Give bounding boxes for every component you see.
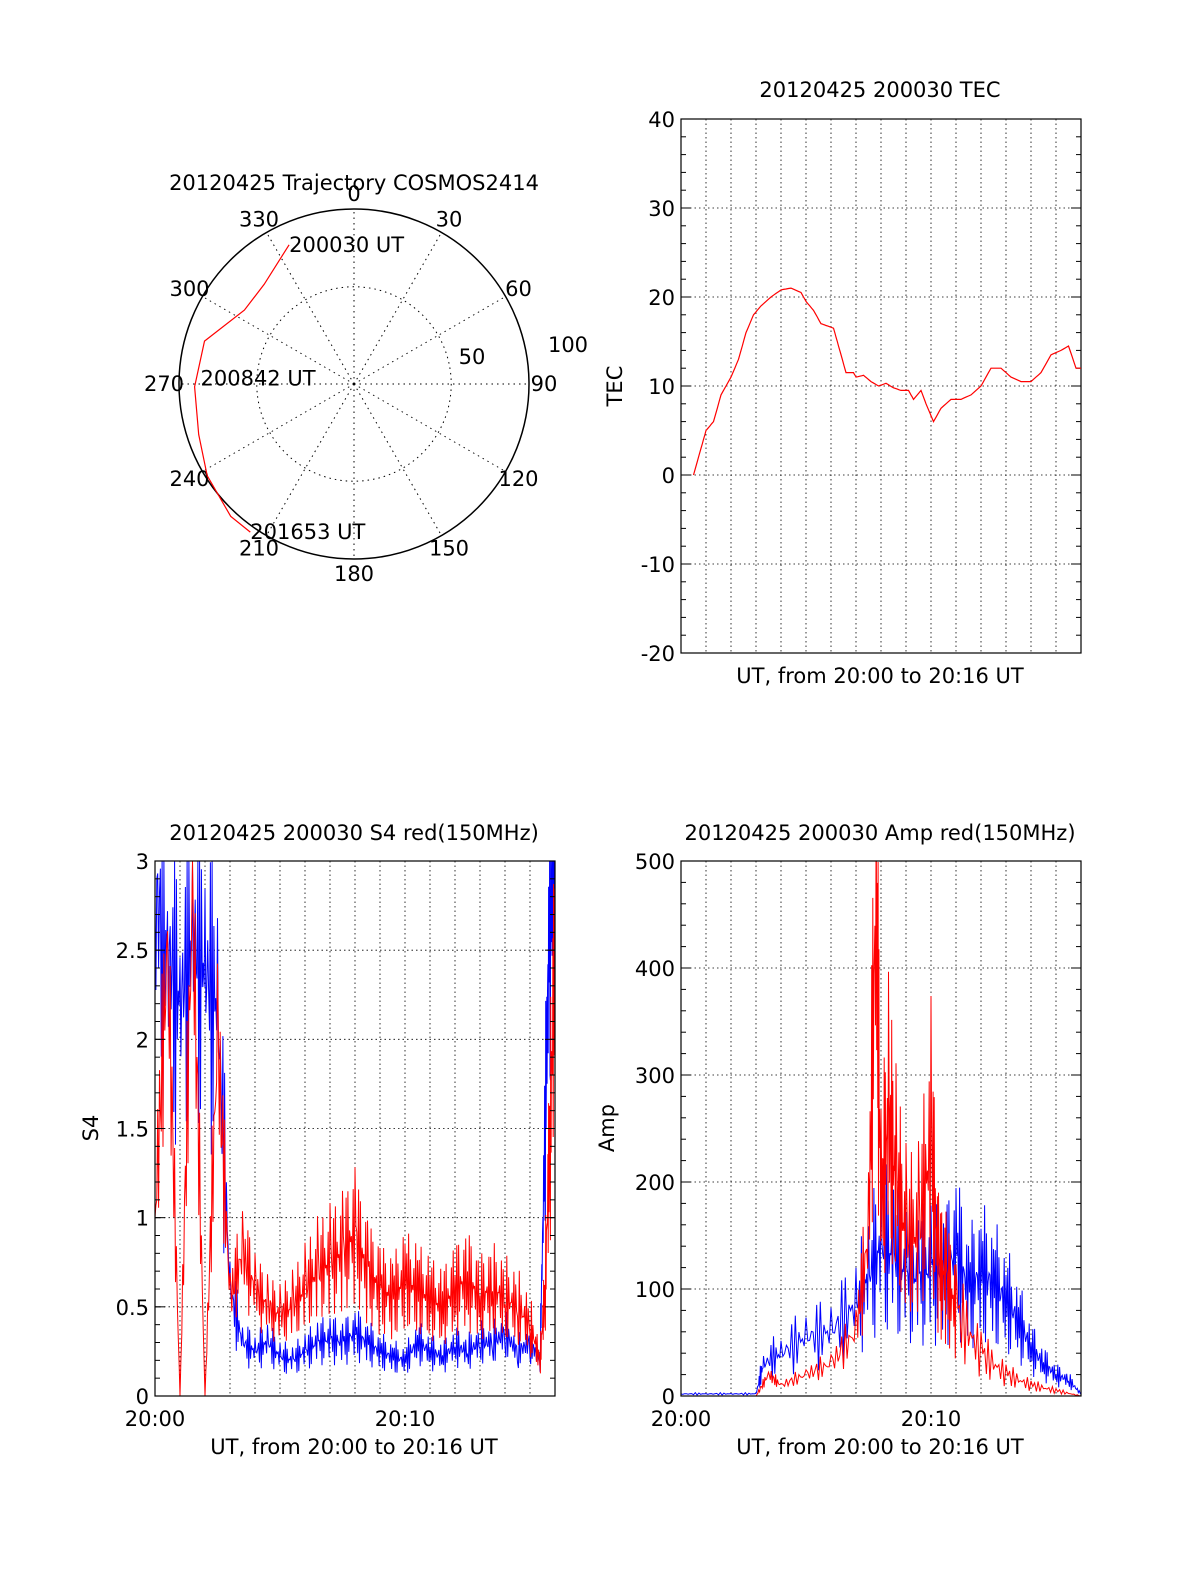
trajectory-grid [179, 209, 529, 559]
s4-panel: 20120425 200030 S4 red(150MHz) 0 0.5 1 1.5 2… [79, 821, 556, 1459]
trajectory-angle-label: 240 [169, 467, 209, 491]
s4-y-axis-label: S4 [79, 1115, 103, 1142]
trajectory-angle-label: 180 [334, 562, 374, 586]
s4-ytick-label: 3 [136, 850, 149, 874]
tec-ytick-label: -20 [641, 642, 675, 666]
trajectory-angle-label: 0 [347, 182, 360, 206]
tec-ytick-label: 10 [648, 375, 675, 399]
tec-series-line [692, 287, 1081, 476]
tec-grid [681, 119, 1081, 653]
amp-title: 20120425 200030 Amp red(150MHz) [684, 821, 1075, 845]
trajectory-radius-label-100: 100 [548, 333, 588, 357]
amp-xtick-label: 20:00 [651, 1407, 712, 1431]
s4-ytick-label: 2.5 [116, 939, 149, 963]
tec-ytick-label: 40 [648, 108, 675, 132]
trajectory-angle-label: 300 [169, 277, 209, 301]
s4-x-ticks: 20:00 20:10 [125, 1407, 436, 1431]
trajectory-spoke [202, 383, 355, 472]
tec-ytick-label: 30 [648, 197, 675, 221]
trajectory-angle-label: 270 [144, 372, 184, 396]
trajectory-path [193, 244, 290, 533]
trajectory-angle-label: 120 [498, 467, 538, 491]
trajectory-angle-label: 30 [436, 208, 463, 232]
s4-ytick-label: 1.5 [116, 1118, 149, 1142]
amp-panel: 20120425 200030 Amp red(150MHz) 0 100 200 3… [595, 821, 1082, 1459]
trajectory-angle-label: 150 [429, 537, 469, 561]
trajectory-annotation: 200030 UT [289, 233, 404, 257]
amp-ytick-label: 500 [635, 850, 675, 874]
amp-y-ticks: 0 100 200 300 400 500 [635, 850, 1081, 1409]
amp-ytick-label: 400 [635, 957, 675, 981]
tec-ytick-label: -10 [641, 553, 675, 577]
trajectory-spoke [353, 296, 506, 385]
trajectory-outer-ring [178, 208, 530, 560]
trajectory-angle-label: 210 [239, 537, 279, 561]
s4-xtick-label: 20:00 [125, 1407, 186, 1431]
tec-ytick-label: 20 [648, 286, 675, 310]
amp-grid [681, 861, 1081, 1396]
tec-y-ticks: -20 -10 0 10 20 30 40 [641, 108, 1081, 666]
amp-y-axis-label: Amp [595, 1104, 619, 1152]
trajectory-title: 20120425 Trajectory COSMOS2414 [169, 171, 539, 195]
trajectory-spoke [353, 383, 506, 472]
tec-ytick-label: 0 [662, 464, 675, 488]
tec-series [692, 287, 1081, 476]
trajectory-annotation: 200842 UT [201, 367, 316, 391]
tec-panel: 20120425 200030 TEC -20 -10 0 10 20 30 40 UT, … [603, 78, 1082, 688]
amp-ytick-label: 100 [635, 1278, 675, 1302]
trajectory-angle-label: 60 [505, 277, 532, 301]
s4-ytick-label: 1 [136, 1207, 149, 1231]
s4-title: 20120425 200030 S4 red(150MHz) [169, 821, 539, 845]
amp-series [680, 860, 1082, 1397]
s4-x-axis-label: UT, from 20:00 to 20:16 UT [210, 1435, 498, 1459]
amp-ytick-label: 300 [635, 1064, 675, 1088]
tec-y-axis-label: TEC [603, 366, 627, 408]
trajectory-angle-labels: 0 30 60 90 120 150 180 210 240 270 300 330 [144, 182, 557, 586]
trajectory-annotations: 200030 UT 200842 UT 201653 UT [201, 233, 405, 544]
trajectory-angle-label: 330 [239, 208, 279, 232]
amp-plot-frame [680, 860, 1082, 1397]
amp-series-line [681, 860, 1082, 1397]
amp-ytick-label: 0 [662, 1385, 675, 1409]
trajectory-spoke [353, 383, 442, 536]
amp-ytick-label: 200 [635, 1171, 675, 1195]
s4-y-ticks: 0 0.5 1 1.5 2 2.5 3 [116, 850, 555, 1409]
amp-x-ticks: 20:00 20:10 [651, 1407, 962, 1431]
trajectory-radius-label-50: 50 [459, 345, 486, 369]
tec-x-axis-label: UT, from 20:00 to 20:16 UT [736, 664, 1024, 688]
amp-xtick-label: 20:10 [901, 1407, 962, 1431]
s4-ytick-label: 2 [136, 1028, 149, 1052]
trajectory-ring-50 [256, 286, 452, 482]
s4-series [154, 860, 556, 1397]
s4-ytick-label: 0 [136, 1385, 149, 1409]
s4-series-line [154, 860, 556, 1397]
trajectory-spoke [266, 383, 355, 536]
tec-title: 20120425 200030 TEC [759, 78, 1000, 102]
trajectory-annotation: 201653 UT [250, 520, 365, 544]
s4-ytick-label: 0.5 [116, 1296, 149, 1320]
trajectory-angle-label: 90 [531, 372, 558, 396]
s4-xtick-label: 20:10 [375, 1407, 436, 1431]
amp-x-axis-label: UT, from 20:00 to 20:16 UT [736, 1435, 1024, 1459]
trajectory-panel: 20120425 Trajectory COSMOS2414 0 30 60 90 12… [144, 171, 588, 586]
trajectory-series [193, 244, 290, 533]
